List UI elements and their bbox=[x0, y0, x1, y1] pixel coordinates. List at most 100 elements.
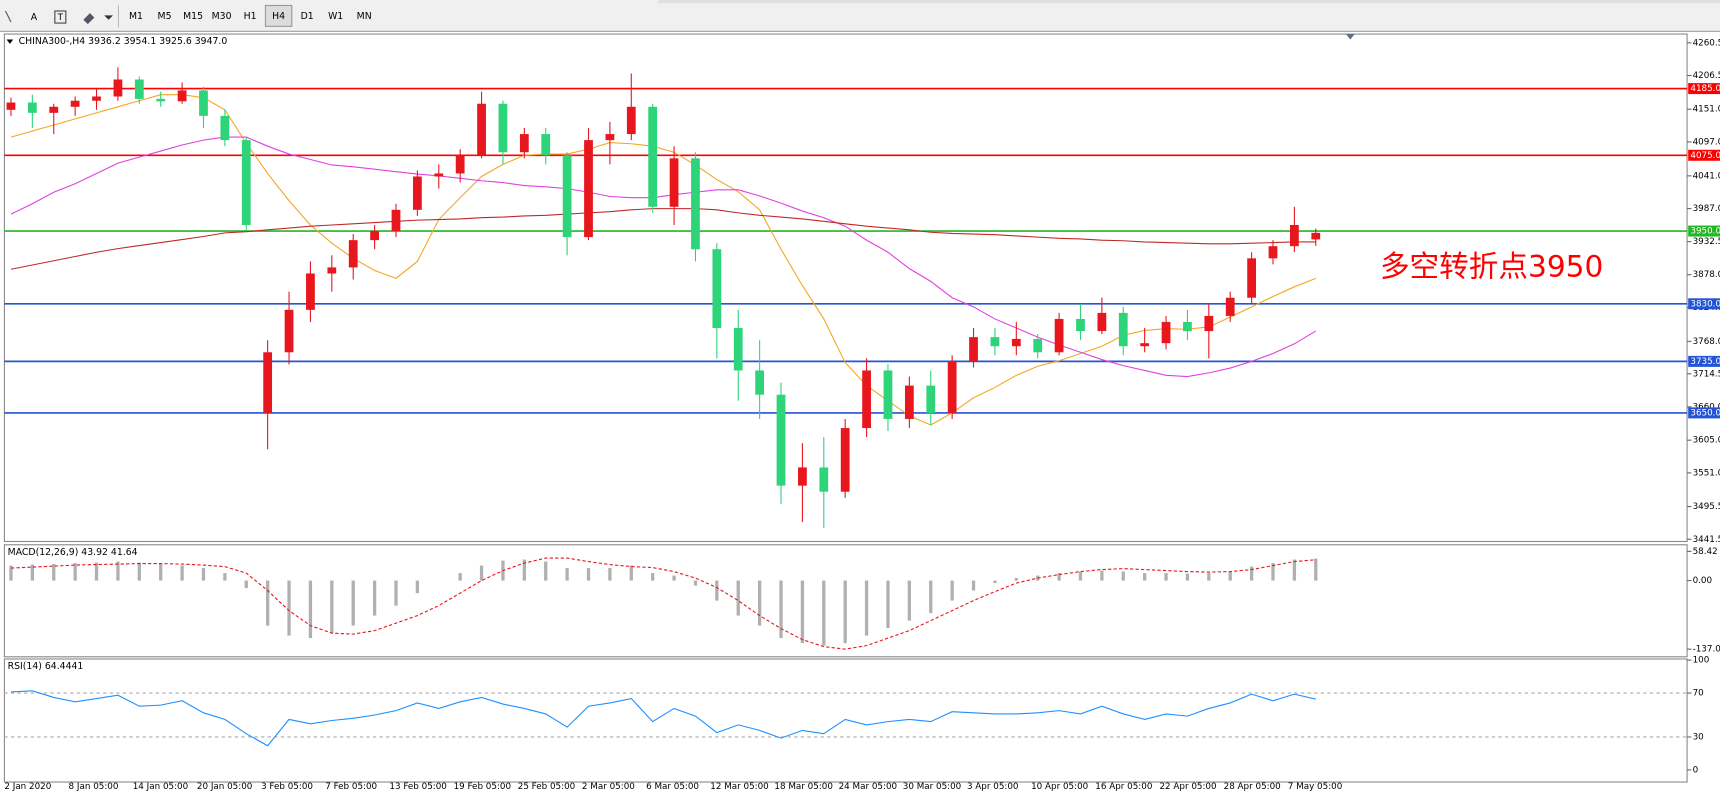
icon-shapes[interactable] bbox=[83, 13, 95, 25]
timeframe-button[interactable] bbox=[208, 5, 235, 27]
y-tick-label: 3987.0 bbox=[1693, 204, 1720, 214]
timeframe-button[interactable] bbox=[322, 5, 349, 27]
macd-bar bbox=[886, 580, 890, 629]
macd-bar bbox=[1271, 563, 1275, 581]
timeframe-label[interactable]: D1 bbox=[301, 11, 314, 22]
candle-body bbox=[648, 106, 658, 207]
macd-bar bbox=[308, 580, 313, 639]
candle-body bbox=[412, 176, 422, 210]
candle-body bbox=[519, 134, 529, 153]
candle-body bbox=[947, 361, 957, 413]
macd-bar bbox=[73, 563, 77, 581]
timeframe-button[interactable] bbox=[293, 5, 321, 27]
x-tick-label: 25 Feb 05:00 bbox=[518, 782, 575, 792]
candle-body bbox=[1011, 338, 1021, 347]
icon-line[interactable] bbox=[4, 10, 12, 23]
candle-body bbox=[1225, 297, 1235, 316]
icon-dropdown[interactable] bbox=[104, 15, 113, 20]
candle-body bbox=[691, 158, 700, 250]
level-label: 3950.0 bbox=[1690, 227, 1720, 237]
candle-body bbox=[1033, 338, 1043, 353]
macd-bar bbox=[586, 568, 591, 581]
y-tick-label: 0 bbox=[1693, 765, 1699, 775]
y-tick-label: 4260.5 bbox=[1693, 38, 1720, 48]
candle-body bbox=[348, 240, 358, 268]
macd-bar bbox=[330, 580, 334, 634]
y-tick-label: 3878.0 bbox=[1693, 270, 1720, 280]
level-label: 3830.0 bbox=[1690, 299, 1720, 309]
candle-body bbox=[27, 102, 37, 113]
main-title: CHINA300-,H4 3936.2 3954.1 3925.6 3947.0 bbox=[19, 36, 228, 47]
candle-body bbox=[220, 115, 230, 141]
candle-body bbox=[1268, 246, 1278, 259]
candle-body bbox=[498, 103, 508, 153]
y-tick-label: 70 bbox=[1693, 689, 1704, 699]
timeframe-button[interactable] bbox=[264, 4, 293, 27]
level-label: 3735.0 bbox=[1690, 357, 1720, 367]
timeframe-button[interactable] bbox=[236, 5, 264, 27]
timeframe-label[interactable]: W1 bbox=[328, 11, 343, 22]
x-tick-label: 13 Feb 05:00 bbox=[389, 782, 446, 792]
timeframe-label[interactable]: H1 bbox=[244, 11, 257, 22]
x-tick-label: 18 Mar 05:00 bbox=[774, 782, 832, 792]
candle-body bbox=[819, 467, 829, 492]
candle-body bbox=[477, 103, 486, 156]
candle-body bbox=[455, 155, 465, 174]
level-label-box bbox=[1688, 407, 1720, 419]
candle-body bbox=[1161, 321, 1171, 344]
candle-body bbox=[926, 385, 936, 413]
timeframe-label[interactable]: M5 bbox=[158, 11, 172, 22]
macd-bar bbox=[822, 580, 826, 646]
macd-bar bbox=[479, 565, 484, 581]
timeframe-label[interactable]: M1 bbox=[129, 11, 143, 22]
macd-bar bbox=[159, 563, 163, 581]
y-tick-label: 3768.0 bbox=[1693, 337, 1720, 347]
timeframe-label[interactable]: M15 bbox=[183, 11, 203, 22]
macd-bar bbox=[223, 573, 227, 581]
timeframe-label[interactable]: MN bbox=[357, 11, 372, 22]
x-tick-label: 6 Mar 05:00 bbox=[646, 782, 699, 792]
candle-body bbox=[306, 273, 315, 310]
tab-strip bbox=[658, 0, 1720, 4]
icon-text-glyph: T bbox=[57, 13, 64, 23]
level-label-box bbox=[1688, 225, 1720, 237]
x-tick-label: 20 Jan 05:00 bbox=[197, 782, 252, 792]
candle-body bbox=[70, 100, 80, 107]
timeframe-label[interactable]: M30 bbox=[212, 11, 232, 22]
y-tick-label: 3605.0 bbox=[1693, 436, 1720, 446]
candle-body bbox=[434, 173, 444, 177]
candle-body bbox=[1076, 318, 1085, 332]
candle-body bbox=[562, 155, 572, 238]
timeframe-button[interactable] bbox=[151, 5, 178, 27]
candle-body bbox=[327, 267, 337, 274]
x-tick-label: 2 Jan 2020 bbox=[4, 782, 51, 792]
macd-bar bbox=[94, 562, 99, 581]
candle-body bbox=[177, 90, 187, 102]
candle-body bbox=[263, 352, 273, 413]
y-tick-label: 3441.5 bbox=[1693, 535, 1720, 545]
macd-bar bbox=[864, 580, 869, 636]
macd-bar bbox=[116, 561, 120, 581]
timeframe-button[interactable] bbox=[351, 5, 378, 27]
timeframe-button[interactable] bbox=[122, 5, 150, 27]
level-label-box bbox=[1688, 298, 1720, 310]
macd-bar bbox=[971, 580, 976, 591]
candle-body bbox=[1311, 232, 1321, 240]
macd-bar bbox=[372, 580, 377, 616]
x-tick-label: 14 Jan 05:00 bbox=[133, 782, 188, 792]
candle-body bbox=[370, 231, 379, 241]
icon-text-label[interactable] bbox=[54, 10, 67, 24]
annotation: 多空转折点3950 bbox=[1380, 248, 1603, 283]
text-tool[interactable]: A bbox=[31, 12, 38, 23]
candle-body bbox=[6, 102, 16, 110]
moving-average bbox=[10, 208, 1316, 270]
macd-bar bbox=[1314, 558, 1318, 581]
x-tick-label: 22 Apr 05:00 bbox=[1159, 782, 1216, 792]
timeframe-label[interactable]: H4 bbox=[272, 11, 285, 22]
candle-body bbox=[284, 309, 294, 353]
candle-body bbox=[969, 337, 978, 362]
candle-body bbox=[391, 209, 401, 232]
timeframe-button[interactable] bbox=[179, 5, 207, 27]
macd-bar bbox=[351, 580, 355, 626]
